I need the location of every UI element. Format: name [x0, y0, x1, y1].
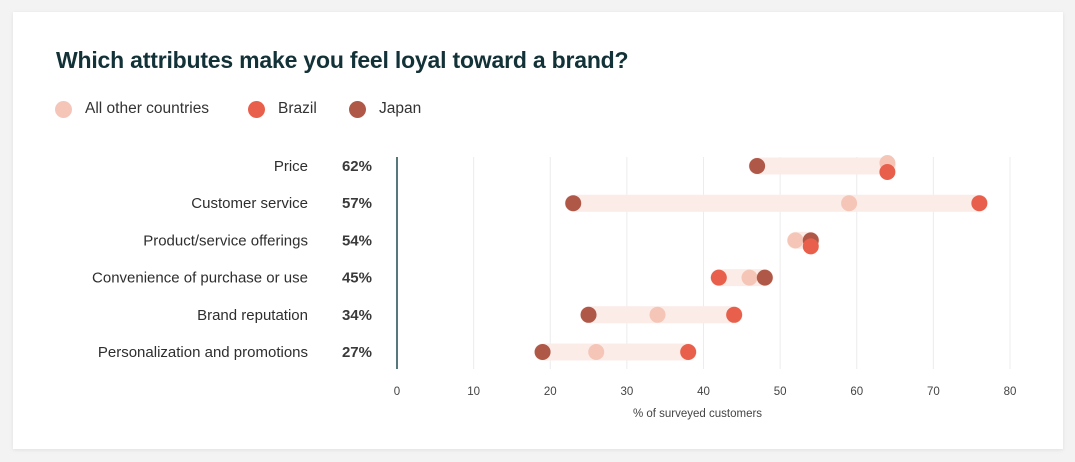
- x-tick-label: 20: [544, 386, 557, 398]
- data-dots: [534, 155, 988, 360]
- x-tick-label: 0: [394, 386, 400, 398]
- overall-percent-label: 62%: [342, 158, 372, 175]
- x-tick-label: 60: [850, 386, 863, 398]
- x-tick-label: 70: [927, 386, 940, 398]
- dot-japan-personalization-and-promotions: [534, 344, 551, 360]
- dot-japan-convenience-of-purchase-or-use: [756, 269, 773, 286]
- legend-item-all-other-countries: All other countries: [55, 100, 209, 118]
- category-label-price: Price: [274, 158, 308, 175]
- category-labels: Price Customer service Product/service off…: [92, 158, 308, 361]
- gridlines: [473, 157, 1011, 369]
- x-tick-label: 50: [774, 386, 787, 398]
- dot-all-other-countries-brand-reputation: [649, 306, 666, 323]
- x-axis-title: % of surveyed customers: [633, 408, 762, 420]
- overall-percent-label: 57%: [342, 195, 372, 212]
- dot-brazil-personalization-and-promotions: [680, 344, 697, 360]
- x-tick-labels: 0 10 20 30 40 50 60 70 80: [394, 386, 1017, 398]
- category-label-customer-service: Customer service: [191, 195, 308, 212]
- overall-percent-label: 45%: [342, 270, 372, 287]
- x-tick-label: 10: [467, 386, 480, 398]
- legend-label-all-other-countries: All other countries: [85, 100, 210, 117]
- x-tick-label: 80: [1004, 386, 1017, 398]
- x-tick-label: 30: [620, 386, 633, 398]
- dot-all-other-countries-personalization-and-promotions: [588, 344, 605, 360]
- overall-percent-labels: 62% 57% 54% 45% 34% 27%: [342, 158, 372, 361]
- chart-card: [13, 12, 1063, 449]
- overall-percent-label: 27%: [342, 344, 372, 361]
- legend-swatch-japan: [349, 100, 366, 118]
- dot-all-other-countries-customer-service: [841, 195, 858, 212]
- overall-percent-label: 54%: [342, 232, 372, 249]
- category-label-convenience-of-purchase-or-use: Convenience of purchase or use: [92, 270, 308, 287]
- legend-label-brazil: Brazil: [278, 100, 317, 117]
- dot-all-other-countries-product-service-offerings: [787, 232, 804, 249]
- dot-japan-price: [749, 158, 766, 174]
- dot-brazil-price: [879, 164, 896, 180]
- legend-item-brazil: Brazil: [248, 100, 317, 118]
- legend-swatch-brazil: [248, 100, 265, 118]
- dot-brazil-brand-reputation: [726, 306, 743, 323]
- dot-all-other-countries-convenience-of-purchase-or-use: [741, 269, 758, 286]
- dot-japan-customer-service: [565, 195, 582, 212]
- overall-percent-label: 34%: [342, 307, 372, 324]
- x-tick-label: 40: [697, 386, 710, 398]
- range-bars: [534, 157, 988, 361]
- chart-title: Which attributes make you feel loyal tow…: [56, 47, 629, 73]
- legend-swatch-all-other-countries: [55, 100, 72, 118]
- category-label-brand-reputation: Brand reputation: [197, 307, 308, 324]
- category-label-product-service-offerings: Product/service offerings: [143, 232, 308, 249]
- legend-item-japan: Japan: [349, 100, 421, 118]
- legend-label-japan: Japan: [379, 100, 422, 117]
- dot-brazil-product-service-offerings: [802, 238, 819, 255]
- dot-japan-brand-reputation: [580, 306, 597, 323]
- category-label-personalization-and-promotions: Personalization and promotions: [98, 344, 308, 361]
- dot-brazil-customer-service: [971, 195, 988, 212]
- dot-brazil-convenience-of-purchase-or-use: [710, 269, 727, 286]
